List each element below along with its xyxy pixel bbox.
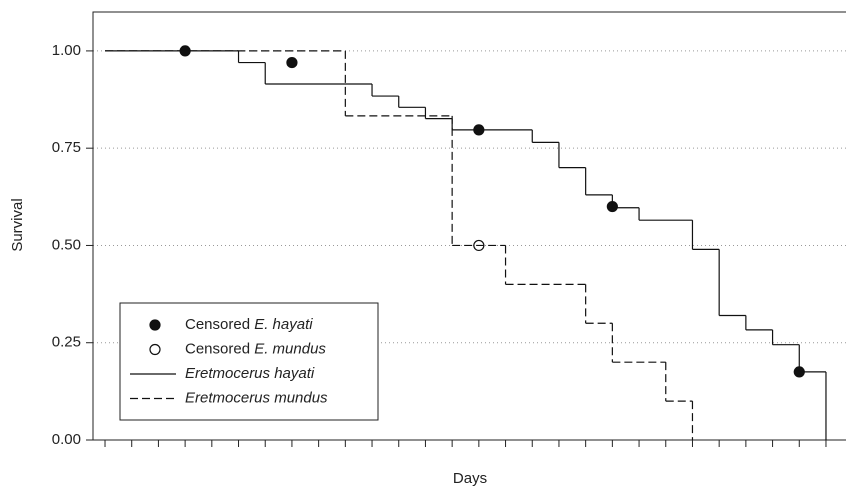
x-axis-label: Days	[453, 470, 487, 487]
legend-label: Eretmocerus mundus	[185, 389, 328, 406]
legend-box	[119, 302, 379, 421]
legend-label: Censored E. mundus	[185, 340, 326, 357]
plot-frame	[92, 11, 846, 441]
legend-marker	[149, 343, 161, 356]
y-axis-label: Survival	[9, 198, 26, 251]
legend-marker	[149, 319, 161, 331]
legend-label: Censored E. hayati	[185, 316, 313, 333]
y-tick-label: 0.50	[52, 236, 81, 253]
y-tick-label: 0.75	[52, 139, 81, 156]
y-tick-label: 1.00	[52, 42, 81, 59]
legend-label: Eretmocerus hayati	[185, 365, 315, 382]
censored-point	[286, 56, 298, 69]
y-tick-label: 0.25	[52, 334, 81, 351]
y-tick-label: 0.00	[52, 431, 81, 448]
